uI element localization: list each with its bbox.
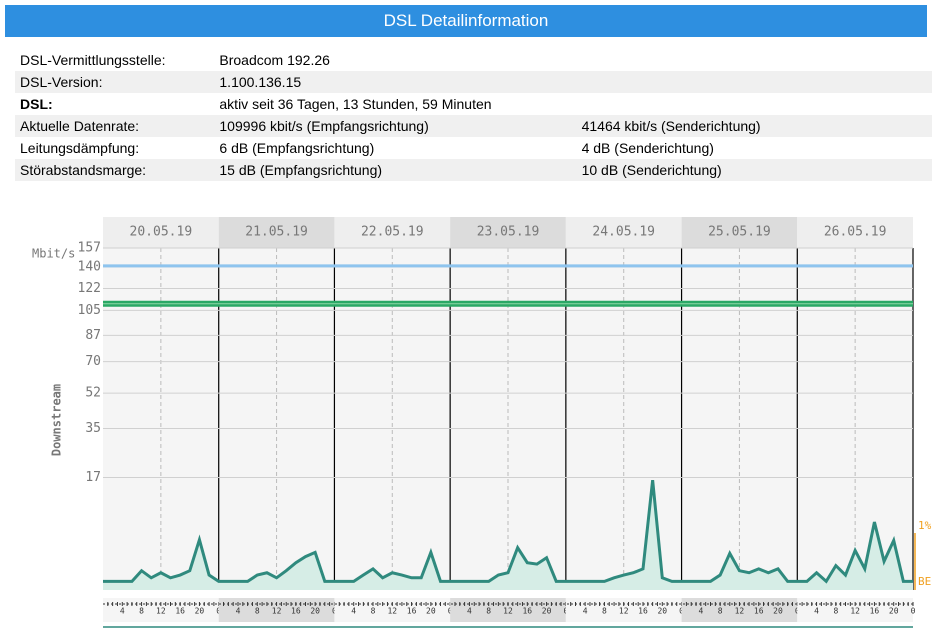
- hour-tick-label: 12: [503, 607, 513, 616]
- table-cell: 4 dB (Senderichtung): [581, 140, 714, 156]
- hour-tick-label: 16: [291, 607, 301, 616]
- table-row: DSL-Vermittlungsstelle: Broadcom 192.26: [15, 49, 932, 71]
- date-label: 22.05.19: [361, 225, 424, 240]
- series-line: [103, 479, 913, 584]
- y-tick-label: 122: [78, 281, 101, 296]
- hour-tick-label: 4: [120, 607, 125, 616]
- y-tick-label: 105: [78, 303, 101, 318]
- hour-tick-label: 12: [387, 607, 397, 616]
- table-row: Leitungsdämpfung: 6 dB (Empfangsrichtung)…: [15, 137, 932, 159]
- date-band: [797, 217, 913, 248]
- table-row: DSL-Version: 1.100.136.15: [15, 71, 932, 93]
- table-cell: 109996 kbit/s (Empfangsrichtung): [219, 118, 429, 134]
- hour-tick-label: 12: [850, 607, 860, 616]
- hour-tick-label: 8: [486, 607, 491, 616]
- hour-tick-label: 20: [426, 607, 436, 616]
- y-tick-label: 87: [85, 328, 101, 343]
- table-cell: 10 dB (Senderichtung): [581, 162, 722, 178]
- date-label: 26.05.19: [824, 225, 887, 240]
- date-label: 21.05.19: [245, 225, 308, 240]
- hour-tick-label: 4: [814, 607, 819, 616]
- date-band: [334, 217, 451, 248]
- annotation: 1%: [918, 519, 932, 532]
- table-cell: DSL:: [20, 96, 53, 112]
- table-cell: DSL-Version:: [20, 74, 103, 90]
- table-cell: 41464 kbit/s (Senderichtung): [581, 118, 761, 134]
- header-title: DSL Detailinformation: [5, 5, 927, 37]
- table-cell: 1.100.136.15: [219, 74, 302, 90]
- hour-tick-label: 16: [754, 607, 764, 616]
- date-band: [103, 217, 219, 248]
- hour-tick-label: 0: [911, 607, 916, 616]
- y-tick-label: 17: [85, 470, 101, 485]
- y-tick-label: 52: [85, 386, 101, 401]
- hour-tick-label: 20: [542, 607, 552, 616]
- table-row: Aktuelle Datenrate: 109996 kbit/s (Empfan…: [15, 115, 932, 137]
- table-row: DSL: aktiv seit 36 Tagen, 13 Stunden, 59 …: [15, 93, 932, 115]
- hour-tick-label: 16: [638, 607, 648, 616]
- table-row: Störabstandsmarge: 15 dB (Empfangsrichtun…: [15, 159, 932, 181]
- table-cell: 6 dB (Empfangsrichtung): [219, 140, 375, 156]
- hour-tick-label: 8: [833, 607, 838, 616]
- y-tick-label: 35: [85, 421, 101, 436]
- hour-tick-label: 4: [236, 607, 241, 616]
- hour-tick-label: 12: [272, 607, 282, 616]
- hour-tick-label: 4: [467, 607, 472, 616]
- hour-tick-label: 8: [718, 607, 723, 616]
- date-band: [218, 217, 335, 248]
- hour-tick-label: 8: [255, 607, 260, 616]
- hour-tick-label: 16: [175, 607, 185, 616]
- hour-tick-label: 8: [371, 607, 376, 616]
- hour-tick-label: 4: [698, 607, 703, 616]
- table-cell: Broadcom 192.26: [219, 52, 330, 68]
- date-band: [681, 217, 798, 248]
- date-label: 23.05.19: [477, 225, 540, 240]
- table-cell: DSL-Vermittlungsstelle:: [20, 52, 166, 68]
- hour-tick-label: 8: [139, 607, 144, 616]
- hour-tick-label: 20: [195, 607, 205, 616]
- y-unit: Mbit/s: [32, 247, 75, 261]
- info-table: DSL-Vermittlungsstelle: Broadcom 192.26 DS…: [15, 49, 932, 181]
- hour-tick-label: 20: [657, 607, 667, 616]
- hour-tick-label: 20: [310, 607, 320, 616]
- table-cell: Aktuelle Datenrate:: [20, 118, 140, 134]
- hour-tick-label: 20: [889, 607, 899, 616]
- hour-tick-label: 16: [522, 607, 532, 616]
- table-cell: Leitungsdämpfung:: [20, 140, 140, 156]
- table-cell: 15 dB (Empfangsrichtung): [219, 162, 383, 178]
- date-label: 25.05.19: [708, 225, 771, 240]
- table-cell: aktiv seit 36 Tagen, 13 Stunden, 59 Minu…: [219, 96, 492, 112]
- hour-tick-label: 8: [602, 607, 607, 616]
- date-band: [565, 217, 682, 248]
- hour-tick-label: 12: [156, 607, 166, 616]
- date-band: [450, 217, 566, 248]
- hour-tick-label: 4: [351, 607, 356, 616]
- hour-tick-label: 12: [735, 607, 745, 616]
- hour-tick-label: 20: [773, 607, 783, 616]
- annotation: BE: [918, 575, 931, 588]
- hour-tick-label: 16: [870, 607, 880, 616]
- date-label: 20.05.19: [130, 225, 193, 240]
- hour-tick-label: 12: [619, 607, 629, 616]
- date-label: 24.05.19: [592, 225, 655, 240]
- hour-tick-label: 16: [407, 607, 417, 616]
- traffic-area: [103, 480, 913, 590]
- y-tick-label: 157: [78, 241, 101, 256]
- y-axis-label: Downstream: [50, 384, 64, 456]
- y-tick-label: 140: [78, 260, 101, 275]
- table-cell: Störabstandsmarge:: [20, 162, 147, 178]
- hour-tick-label: 4: [583, 607, 588, 616]
- y-tick-label: 70: [85, 354, 101, 369]
